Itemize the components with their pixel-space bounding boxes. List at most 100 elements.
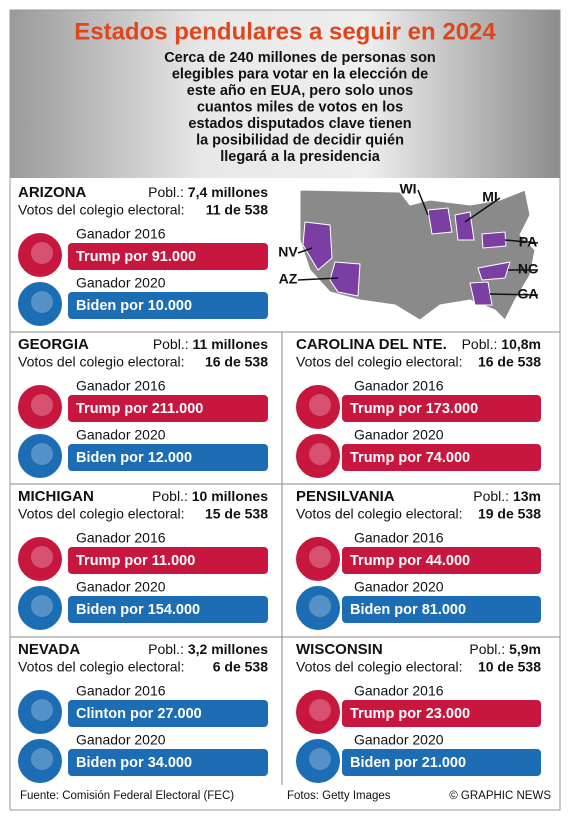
winner-label: Ganador 2016 bbox=[354, 530, 444, 546]
result-bar bbox=[68, 749, 268, 776]
population-label: Pobl.: bbox=[148, 641, 184, 657]
winner-label: Ganador 2020 bbox=[76, 427, 166, 443]
result-bar bbox=[68, 395, 268, 422]
state-name: WISCONSIN bbox=[296, 641, 383, 658]
winner-label: Ganador 2016 bbox=[76, 226, 166, 242]
population-value: 7,4 millones bbox=[188, 184, 268, 200]
votes-label: Votos del colegio electoral: bbox=[18, 506, 185, 522]
photo-face bbox=[309, 394, 331, 416]
map-pointer bbox=[297, 277, 339, 281]
photo-face bbox=[31, 699, 53, 721]
votes-value: 19 de 538 bbox=[478, 506, 541, 522]
state-name: CAROLINA DEL NTE. bbox=[296, 336, 447, 353]
population-value: 13m bbox=[513, 488, 541, 504]
result-bar bbox=[342, 444, 541, 471]
result-bar bbox=[342, 547, 541, 574]
candidate-photo bbox=[294, 383, 342, 431]
result-bar bbox=[68, 444, 268, 471]
header-photo bbox=[10, 10, 560, 178]
state-pa bbox=[481, 231, 507, 249]
photo-face bbox=[31, 291, 53, 313]
population-value: 10 millones bbox=[192, 488, 268, 504]
population-value: 5,9m bbox=[509, 641, 541, 657]
result-text: Trump por 44.000 bbox=[350, 553, 470, 569]
votes-value: 15 de 538 bbox=[205, 506, 268, 522]
winner-label: Ganador 2020 bbox=[354, 732, 444, 748]
subtitle-line: elegibles para votar en la elección de bbox=[172, 66, 428, 82]
votes-label: Votos del colegio electoral: bbox=[18, 659, 185, 675]
votes-value: 6 de 538 bbox=[213, 659, 268, 675]
subtitle-line: llegará a la presidencia bbox=[220, 149, 381, 165]
population-label: Pobl.: bbox=[153, 336, 189, 352]
population: Pobl.: 10 millones bbox=[152, 488, 268, 504]
result-text: Clinton por 27.000 bbox=[76, 706, 202, 722]
photo-face bbox=[31, 443, 53, 465]
result-text: Trump por 211.000 bbox=[76, 401, 203, 417]
population: Pobl.: 5,9m bbox=[469, 641, 541, 657]
votes-value: 11 de 538 bbox=[206, 202, 268, 218]
result-text: Biden por 12.000 bbox=[76, 450, 192, 466]
result-bar bbox=[342, 749, 541, 776]
winner-label: Ganador 2020 bbox=[354, 579, 444, 595]
votes-label: Votos del colegio electoral: bbox=[18, 354, 185, 370]
result-text: Biden por 81.000 bbox=[350, 602, 466, 618]
map-label: NC bbox=[518, 261, 538, 277]
result-text: Biden por 154.000 bbox=[76, 602, 200, 618]
result-bar bbox=[68, 292, 268, 319]
population-value: 10,8m bbox=[501, 336, 541, 352]
population-label: Pobl.: bbox=[469, 641, 505, 657]
photo-face bbox=[309, 443, 331, 465]
map-label: WI bbox=[399, 181, 416, 197]
state-name: MICHIGAN bbox=[18, 488, 94, 505]
result-bar bbox=[342, 395, 541, 422]
winner-label: Ganador 2020 bbox=[76, 579, 166, 595]
winner-label: Ganador 2016 bbox=[354, 683, 444, 699]
population-label: Pobl.: bbox=[152, 488, 188, 504]
subtitle-line: estados disputados clave tienen bbox=[188, 116, 411, 132]
population: Pobl.: 13m bbox=[473, 488, 541, 504]
candidate-photo bbox=[16, 535, 64, 583]
state-name: NEVADA bbox=[18, 641, 80, 658]
result-text: Trump por 91.000 bbox=[76, 249, 196, 265]
subtitle-line: Cerca de 240 millones de personas son bbox=[164, 50, 436, 66]
candidate-photo bbox=[16, 383, 64, 431]
map-label: PA bbox=[519, 234, 537, 250]
footer-credit: © GRAPHIC NEWS bbox=[449, 790, 551, 802]
photo-face bbox=[309, 699, 331, 721]
votes-value: 10 de 538 bbox=[478, 659, 541, 675]
subtitle-line: este año en EUA, pero solo unos bbox=[187, 83, 413, 99]
population-label: Pobl.: bbox=[473, 488, 509, 504]
result-text: Biden por 21.000 bbox=[350, 755, 466, 771]
map-pointer bbox=[489, 293, 539, 296]
winner-label: Ganador 2020 bbox=[76, 275, 166, 291]
state-name: PENSILVANIA bbox=[296, 488, 395, 505]
result-text: Trump por 11.000 bbox=[76, 553, 195, 569]
photo-face bbox=[31, 595, 53, 617]
votes-label: Votos del colegio electoral: bbox=[296, 659, 463, 675]
state-ga bbox=[469, 281, 493, 306]
footer-photos: Fotos: Getty Images bbox=[287, 790, 391, 802]
winner-label: Ganador 2020 bbox=[354, 427, 444, 443]
photo-face bbox=[309, 595, 331, 617]
votes-value: 16 de 538 bbox=[205, 354, 268, 370]
result-bar bbox=[68, 547, 268, 574]
candidate-photo bbox=[16, 737, 64, 785]
population: Pobl.: 10,8m bbox=[462, 336, 541, 352]
votes-label: Votos del colegio electoral: bbox=[296, 506, 463, 522]
population-value: 3,2 millones bbox=[188, 641, 268, 657]
candidate-photo bbox=[294, 432, 342, 480]
population-label: Pobl.: bbox=[462, 336, 498, 352]
population: Pobl.: 7,4 millones bbox=[148, 184, 268, 200]
state-name: GEORGIA bbox=[18, 336, 89, 353]
votes-value: 16 de 538 bbox=[478, 354, 541, 370]
population: Pobl.: 11 millones bbox=[153, 336, 268, 352]
state-name: ARIZONA bbox=[18, 184, 86, 201]
map-pointer bbox=[417, 189, 429, 216]
result-text: Trump por 23.000 bbox=[350, 706, 470, 722]
map-pointer bbox=[504, 239, 539, 244]
votes-label: Votos del colegio electoral: bbox=[296, 354, 463, 370]
population-value: 11 millones bbox=[193, 336, 269, 352]
result-bar bbox=[68, 700, 268, 727]
result-bar bbox=[342, 596, 541, 623]
